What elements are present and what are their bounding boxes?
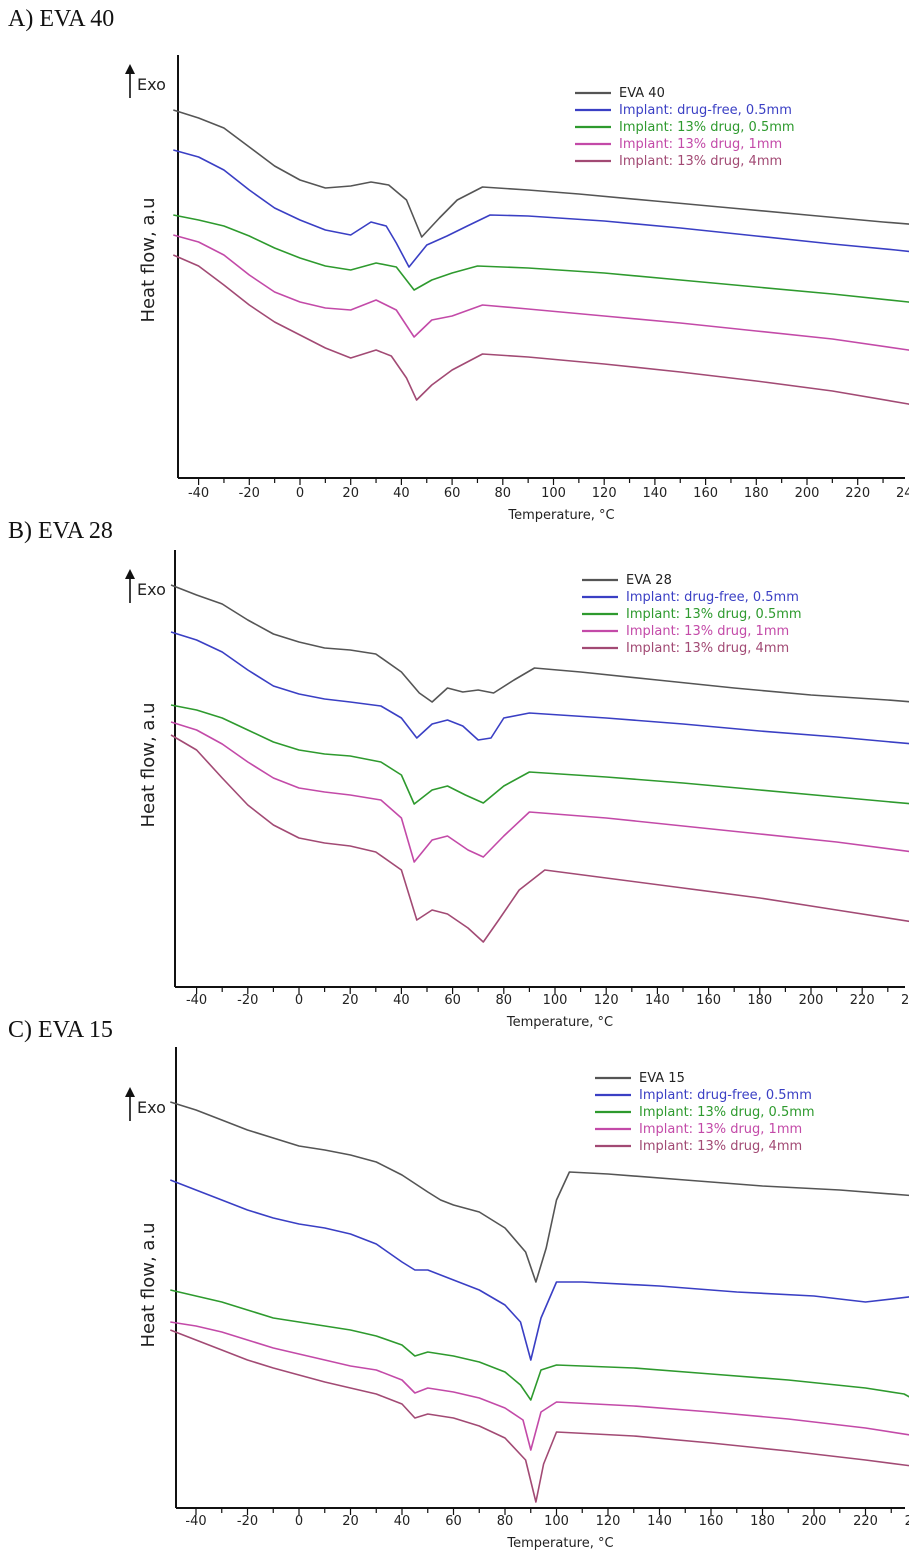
series-line: [170, 721, 909, 863]
x-tick-label: 160: [696, 993, 721, 1008]
series-line: [170, 734, 909, 943]
exo-arrow-head: [125, 569, 135, 579]
x-tick-label: 180: [750, 1514, 775, 1529]
legend-label: EVA 28: [626, 573, 672, 588]
panel-title-a: A) EVA 40: [8, 6, 115, 32]
x-tick-label: 20: [342, 993, 359, 1008]
x-tick-label: 60: [444, 486, 461, 501]
series-line: [170, 1101, 909, 1283]
x-tick-label: 180: [747, 993, 772, 1008]
legend-label: Implant: drug-free, 0.5mm: [626, 590, 799, 605]
x-tick-label: 220: [850, 993, 875, 1008]
x-tick-label: 80: [496, 993, 513, 1008]
x-tick-label: 40: [393, 486, 410, 501]
series-line: [173, 149, 909, 268]
series-line: [170, 631, 909, 745]
x-tick-label: 120: [594, 993, 619, 1008]
x-tick-label: 0: [295, 993, 303, 1008]
series-line: [173, 234, 909, 351]
x-tick-label: 0: [296, 486, 304, 501]
y-axis-title: Heat flow, a.u: [138, 702, 159, 827]
x-tick-label: 140: [642, 486, 667, 501]
series-line: [170, 1329, 909, 1503]
exo-label: Exo: [137, 75, 166, 94]
series-line: [173, 109, 909, 238]
series-line: [173, 214, 909, 303]
legend-label: Implant: 13% drug, 4mm: [639, 1139, 802, 1154]
x-tick-label: 160: [699, 1514, 724, 1529]
series-line: [170, 1179, 909, 1361]
x-axis-title: Temperature, °C: [506, 1536, 613, 1551]
x-tick-label: 40: [393, 993, 410, 1008]
exo-arrow-head: [125, 64, 135, 74]
x-tick-label: 20: [342, 486, 359, 501]
x-tick-label: 240: [901, 993, 909, 1008]
x-tick-label: -20: [239, 486, 260, 501]
legend-label: Implant: drug-free, 0.5mm: [639, 1088, 812, 1103]
x-tick-label: 220: [845, 486, 870, 501]
x-tick-label: 100: [541, 486, 566, 501]
series-line: [170, 1289, 909, 1401]
x-tick-label: 220: [853, 1514, 878, 1529]
legend-label: Implant: 13% drug, 0.5mm: [639, 1105, 815, 1120]
x-tick-label: -40: [186, 993, 207, 1008]
x-tick-label: 180: [744, 486, 769, 501]
x-axis-title: Temperature, °C: [506, 1015, 613, 1030]
x-tick-label: 160: [693, 486, 718, 501]
panel-title-b: B) EVA 28: [8, 518, 113, 544]
x-tick-label: 80: [497, 1514, 514, 1529]
x-tick-label: -20: [237, 993, 258, 1008]
series-line: [172, 254, 909, 406]
x-tick-label: 200: [799, 993, 824, 1008]
x-tick-label: 200: [802, 1514, 827, 1529]
y-axis-title: Heat flow, a.u: [138, 1222, 159, 1347]
legend-label: Implant: 13% drug, 1mm: [626, 624, 789, 639]
x-tick-label: 120: [596, 1514, 621, 1529]
x-tick-label: 60: [444, 993, 461, 1008]
x-tick-label: -40: [185, 1514, 206, 1529]
y-axis-title: Heat flow, a.u: [138, 197, 159, 322]
x-tick-label: -20: [237, 1514, 258, 1529]
x-tick-label: 100: [543, 993, 568, 1008]
x-tick-label: 100: [544, 1514, 569, 1529]
legend-label: Implant: 13% drug, 0.5mm: [619, 120, 795, 135]
x-tick-label: 0: [295, 1514, 303, 1529]
series-line: [170, 1321, 909, 1451]
legend-label: Implant: 13% drug, 1mm: [639, 1122, 802, 1137]
legend-label: Implant: 13% drug, 4mm: [626, 641, 789, 656]
series-line: [170, 704, 909, 805]
legend-label: EVA 15: [639, 1071, 685, 1086]
x-tick-label: 60: [445, 1514, 462, 1529]
legend-label: Implant: 13% drug, 0.5mm: [626, 607, 802, 622]
legend-label: EVA 40: [619, 86, 665, 101]
x-tick-label: 120: [592, 486, 617, 501]
exo-arrow-head: [125, 1087, 135, 1097]
panel-title-c: C) EVA 15: [8, 1017, 113, 1043]
legend-label: Implant: 13% drug, 4mm: [619, 154, 782, 169]
legend-label: Implant: 13% drug, 1mm: [619, 137, 782, 152]
series-line: [170, 584, 909, 703]
x-tick-label: 200: [795, 486, 820, 501]
exo-label: Exo: [137, 1098, 166, 1117]
x-tick-label: -40: [188, 486, 209, 501]
x-tick-label: 20: [342, 1514, 359, 1529]
x-tick-label: 40: [394, 1514, 411, 1529]
x-tick-label: 240: [896, 486, 909, 501]
x-axis-title: Temperature, °C: [507, 508, 614, 523]
x-tick-label: 140: [647, 1514, 672, 1529]
x-tick-label: 80: [495, 486, 512, 501]
x-tick-label: 240: [905, 1514, 909, 1529]
exo-label: Exo: [137, 580, 166, 599]
x-tick-label: 140: [645, 993, 670, 1008]
legend-label: Implant: drug-free, 0.5mm: [619, 103, 792, 118]
